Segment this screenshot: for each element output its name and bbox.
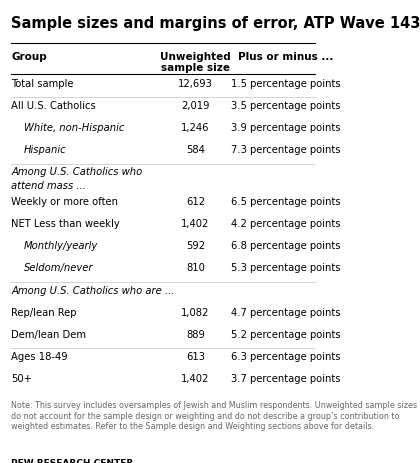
Text: NET Less than weekly: NET Less than weekly	[11, 219, 120, 229]
Text: Ages 18-49: Ages 18-49	[11, 351, 68, 361]
Text: Plus or minus ...: Plus or minus ...	[239, 51, 334, 62]
Text: Total sample: Total sample	[11, 79, 74, 88]
Text: 6.3 percentage points: 6.3 percentage points	[231, 351, 341, 361]
Text: 1,402: 1,402	[181, 373, 210, 383]
Text: 889: 889	[186, 329, 205, 339]
Text: 613: 613	[186, 351, 205, 361]
Text: Rep/lean Rep: Rep/lean Rep	[11, 307, 76, 317]
Text: 3.9 percentage points: 3.9 percentage points	[231, 123, 341, 133]
Text: 3.7 percentage points: 3.7 percentage points	[231, 373, 341, 383]
Text: Note: This survey includes oversamples of Jewish and Muslim respondents. Unweigh: Note: This survey includes oversamples o…	[11, 400, 417, 430]
Text: 5.2 percentage points: 5.2 percentage points	[231, 329, 341, 339]
Text: 2,019: 2,019	[181, 101, 210, 111]
Text: Sample sizes and margins of error, ATP Wave 143: Sample sizes and margins of error, ATP W…	[11, 16, 420, 31]
Text: PEW RESEARCH CENTER: PEW RESEARCH CENTER	[11, 458, 133, 463]
Text: White, non-Hispanic: White, non-Hispanic	[24, 123, 124, 133]
Text: 1,246: 1,246	[181, 123, 210, 133]
Text: Dem/lean Dem: Dem/lean Dem	[11, 329, 86, 339]
Text: 810: 810	[186, 263, 205, 273]
Text: 3.5 percentage points: 3.5 percentage points	[231, 101, 341, 111]
Text: 4.2 percentage points: 4.2 percentage points	[231, 219, 341, 229]
Text: 12,693: 12,693	[178, 79, 213, 88]
Text: Hispanic: Hispanic	[24, 145, 67, 155]
Text: Group: Group	[11, 51, 47, 62]
Text: 4.7 percentage points: 4.7 percentage points	[231, 307, 341, 317]
Text: attend mass ...: attend mass ...	[11, 181, 86, 191]
Text: Among U.S. Catholics who: Among U.S. Catholics who	[11, 167, 142, 177]
Text: 7.3 percentage points: 7.3 percentage points	[231, 145, 341, 155]
Text: 1.5 percentage points: 1.5 percentage points	[231, 79, 341, 88]
Text: 592: 592	[186, 241, 205, 251]
Text: 6.5 percentage points: 6.5 percentage points	[231, 197, 341, 206]
Text: Unweighted
sample size: Unweighted sample size	[160, 51, 231, 73]
Text: 1,402: 1,402	[181, 219, 210, 229]
Text: All U.S. Catholics: All U.S. Catholics	[11, 101, 96, 111]
Text: 5.3 percentage points: 5.3 percentage points	[231, 263, 341, 273]
Text: 50+: 50+	[11, 373, 32, 383]
Text: 1,082: 1,082	[181, 307, 210, 317]
Text: 6.8 percentage points: 6.8 percentage points	[231, 241, 341, 251]
Text: Monthly/yearly: Monthly/yearly	[24, 241, 98, 251]
Text: 612: 612	[186, 197, 205, 206]
Text: Weekly or more often: Weekly or more often	[11, 197, 118, 206]
Text: 584: 584	[186, 145, 205, 155]
Text: Among U.S. Catholics who are ...: Among U.S. Catholics who are ...	[11, 285, 174, 295]
Text: Seldom/never: Seldom/never	[24, 263, 94, 273]
